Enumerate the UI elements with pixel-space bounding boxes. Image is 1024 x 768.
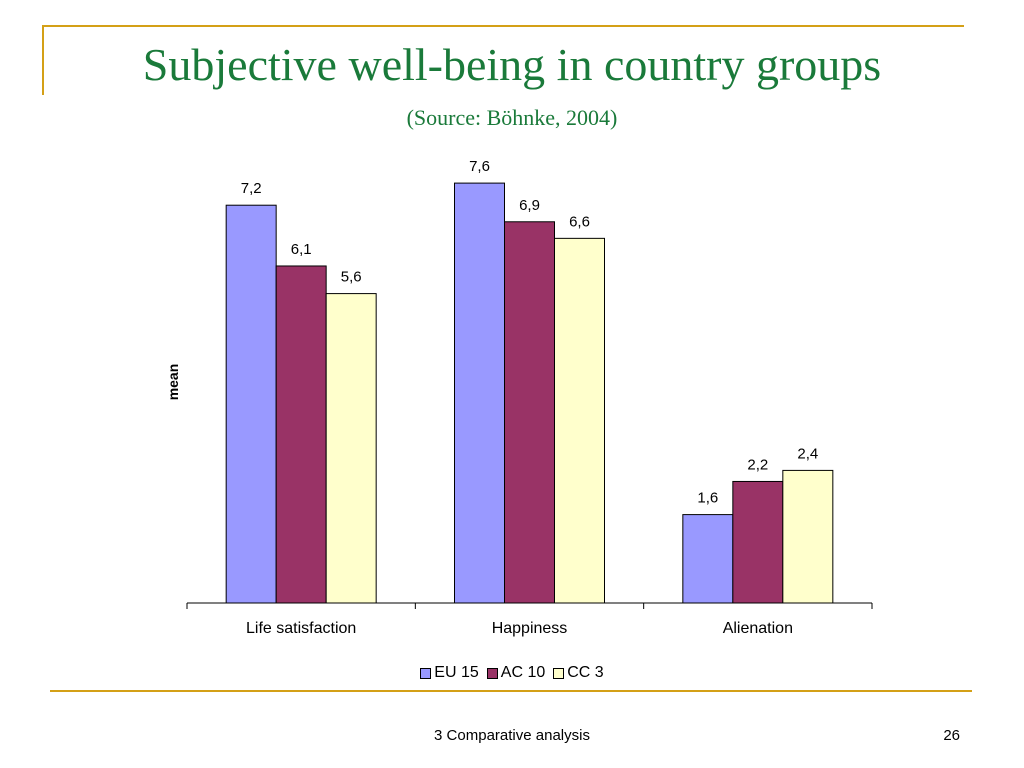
bar-cc-3-happiness — [554, 237, 605, 604]
legend-swatch — [486, 667, 498, 679]
legend-swatch — [553, 667, 565, 679]
category-label: Alienation — [723, 620, 793, 637]
bar-ac-10-happiness — [504, 221, 555, 604]
bar-eu-15-alienation — [682, 514, 734, 604]
y-axis-label: mean — [165, 364, 181, 401]
legend-label: AC 10 — [500, 664, 546, 681]
footer-text: 3 Comparative analysis — [434, 727, 590, 744]
legend-item: CC 3 — [553, 664, 604, 682]
bars-group — [225, 182, 834, 604]
top-rule — [42, 25, 964, 27]
x-axis — [186, 602, 873, 609]
data-label: 2,4 — [797, 445, 818, 462]
page-number: 26 — [943, 727, 960, 744]
legend-swatch — [420, 667, 432, 679]
legend-item: AC 10 — [486, 664, 546, 682]
data-label: 6,6 — [569, 213, 590, 230]
data-label: 1,6 — [697, 490, 718, 507]
data-label: 6,1 — [291, 241, 312, 258]
slide-subtitle: (Source: Böhnke, 2004) — [406, 105, 618, 130]
legend-label: CC 3 — [567, 664, 604, 681]
data-label: 7,6 — [469, 158, 490, 175]
slide-title: Subjective well-being in country groups — [142, 39, 882, 90]
category-label: Happiness — [492, 620, 568, 637]
bar-eu-15-life-satisfaction — [225, 204, 277, 604]
left-rule — [42, 25, 44, 95]
category-label: Life satisfaction — [246, 620, 356, 637]
bar-eu-15-happiness — [454, 182, 505, 604]
value-labels-group: 7,2 6,1 5,6 7,6 6,9 6,6 1,6 2,2 2,4 — [241, 158, 819, 507]
bottom-rule — [50, 690, 972, 692]
bar-cc-3-alienation — [782, 469, 834, 604]
data-label: 2,2 — [747, 456, 768, 473]
data-label: 7,2 — [241, 180, 262, 197]
bar-ac-10-life-satisfaction — [275, 265, 327, 604]
bar-ac-10-alienation — [732, 480, 784, 604]
bar-cc-3-life-satisfaction — [325, 293, 377, 604]
chart-legend: EU 15 AC 10 CC 3 — [0, 664, 1024, 682]
data-label: 5,6 — [341, 269, 362, 286]
legend-label: EU 15 — [434, 664, 479, 681]
category-labels-group: Life satisfaction Happiness Alienation — [246, 620, 793, 637]
data-label: 6,9 — [519, 197, 540, 214]
legend-item: EU 15 — [420, 664, 479, 682]
